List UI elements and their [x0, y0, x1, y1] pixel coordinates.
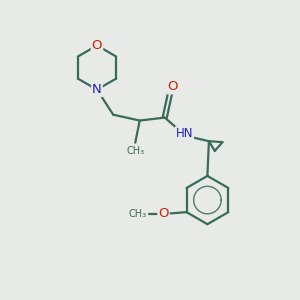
Text: N: N	[92, 83, 102, 96]
Text: HN: HN	[176, 127, 193, 140]
Text: O: O	[92, 39, 102, 52]
Text: O: O	[168, 80, 178, 94]
Text: CH₃: CH₃	[129, 208, 147, 219]
Text: O: O	[158, 207, 169, 220]
Text: CH₃: CH₃	[126, 146, 144, 156]
